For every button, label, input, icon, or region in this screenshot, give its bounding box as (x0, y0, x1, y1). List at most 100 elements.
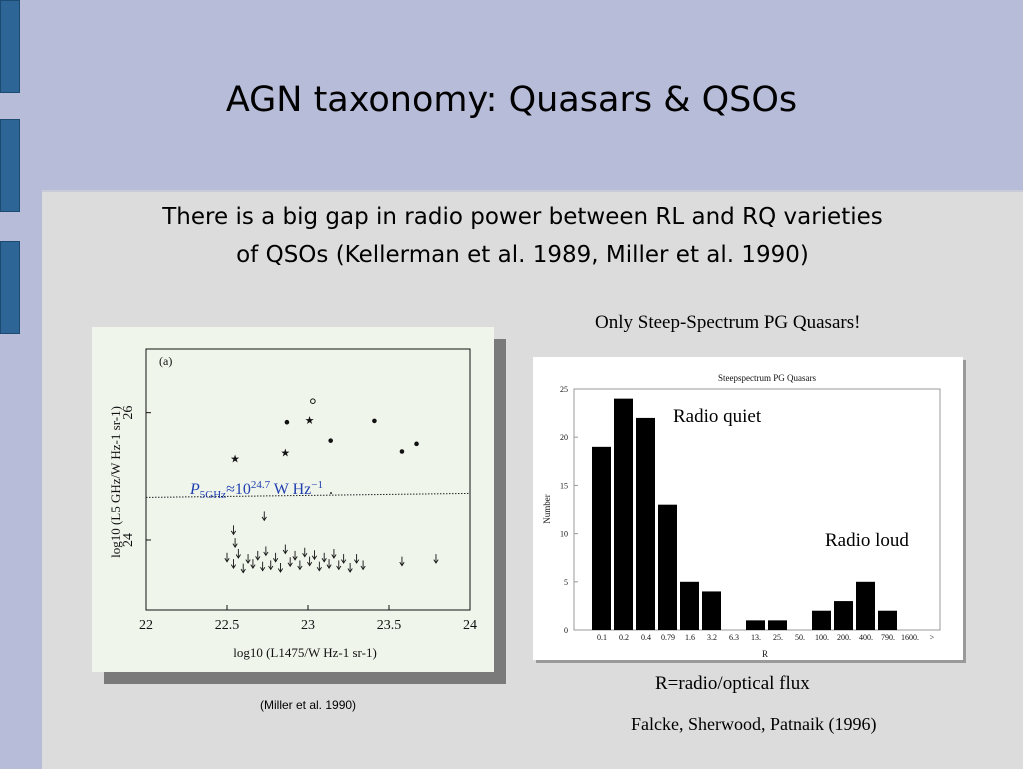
scatter-detection-dot (399, 449, 405, 454)
scatter-detection-star: ★ (280, 447, 290, 459)
histogram-bar (614, 398, 633, 630)
slide-tab-2 (0, 119, 20, 212)
scatter-upper-limit-arrow (354, 554, 360, 564)
slide-tab-3 (0, 241, 20, 334)
scatter-x-axis-label: log10 (L1475/W Hz-1 sr-1) (233, 645, 377, 660)
histogram-x-tick-label: 200. (837, 633, 851, 642)
scatter-upper-limit-arrow (273, 552, 279, 563)
histogram-bar (878, 610, 897, 630)
scatter-upper-limit-arrow (277, 562, 284, 573)
scatter-upper-limit-arrow (347, 562, 353, 573)
histogram-x-tick-label: 50. (795, 633, 805, 642)
scatter-upper-limit-arrow (255, 550, 261, 561)
histogram-x-tick-label: 790. (881, 633, 895, 642)
histogram-bar (680, 581, 699, 630)
threshold-annotation: P5GHz≈1024.7 W Hz−1. (189, 479, 333, 501)
slide-tab-1 (0, 0, 20, 93)
scatter-detection-dot (284, 419, 290, 425)
annotation-exp: 24.7 (251, 479, 271, 491)
histogram-y-tick-label: 20 (560, 433, 568, 442)
scatter-upper-limit-arrow (292, 550, 298, 561)
scatter-chart: (a) 22 22.5 23 23.5 24 24 26 ★ ★ ★ log10 (L1475… (108, 348, 477, 660)
scatter-detection-star: ★ (230, 454, 240, 466)
histogram-x-tick-label: 0.4 (641, 633, 651, 642)
histogram-bar (702, 591, 721, 630)
scatter-upper-limit-arrow (316, 561, 322, 572)
scatter-upper-limit-arrow (302, 547, 308, 558)
scatter-panel: (a) 22 22.5 23 23.5 24 24 26 ★ ★ ★ log10 (L1475… (92, 327, 494, 672)
histogram-x-tick-label: 1.6 (685, 633, 695, 642)
scatter-upper-limit-arrow (287, 557, 293, 568)
scatter-panel-label: (a) (159, 354, 172, 368)
scatter-credit: (Miller et al. 1990) (260, 698, 357, 712)
subtitle-line-2: of QSOs (Kellerman et al. 1989, Miller e… (236, 242, 809, 268)
subtitle-line-1: There is a big gap in radio power betwee… (162, 204, 883, 230)
annotation-unit: W Hz (270, 481, 311, 498)
histogram-y-tick-label: 10 (560, 530, 568, 539)
histogram-bar (658, 504, 677, 630)
histogram-x-ticks: 0.1 0.2 0.4 0.79 1.6 3.2 6.3 13. 25. 50. 100. 200. 4… (597, 633, 935, 642)
scatter-upper-limit-arrow (245, 554, 251, 564)
scatter-upper-limit-arrow (399, 556, 405, 567)
histogram-x-tick-label: 25. (773, 633, 783, 642)
histogram-x-tick-label: 0.79 (661, 633, 675, 642)
scatter-upper-limit-arrow (297, 560, 303, 571)
scatter-upper-limit-arrow (235, 548, 241, 559)
slide-subtitle: There is a big gap in radio power betwee… (60, 198, 985, 274)
histogram-y-tick-label: 5 (564, 578, 568, 587)
histogram-x-tick-label: 100. (815, 633, 829, 642)
scatter-upper-limit-arrow (224, 552, 230, 563)
histogram-credit: Falcke, Sherwood, Patnaik (1996) (631, 714, 877, 734)
scatter-upper-limit-arrow (341, 554, 347, 564)
histogram-y-ticks: 0 5 10 15 20 25 (560, 385, 578, 635)
radio-quiet-label: Radio quiet (673, 406, 762, 427)
scatter-detection-star: ★ (305, 415, 315, 427)
histogram-bar (768, 620, 787, 630)
histogram-y-tick-label: 0 (564, 626, 568, 635)
scatter-points: ★ ★ ★ (224, 398, 439, 574)
histogram-bar (592, 446, 611, 630)
histogram-bar (636, 417, 655, 630)
scatter-upper-limit-arrow (360, 560, 366, 571)
scatter-upper-limit-arrow (321, 552, 327, 563)
histogram-bars (592, 398, 897, 630)
annotation-p: P (189, 481, 200, 498)
histogram-x-tick-label: 6.3 (729, 633, 739, 642)
scatter-upper-limit-arrow (282, 544, 288, 555)
annotation-sub: 5GHz (200, 489, 226, 501)
histogram-y-tick-label: 25 (560, 385, 568, 394)
histogram-x-tick-label: 3.2 (707, 633, 717, 642)
scatter-upper-limit-arrow (261, 511, 267, 522)
histogram-x-tick-label: 400. (859, 633, 873, 642)
histogram-panel: Steepspectrum PG Quasars 0 5 10 15 20 25 0.1 0… (533, 357, 963, 660)
scatter-x-tick-label: 22.5 (215, 618, 240, 633)
scatter-x-tick-label: 23.5 (377, 618, 402, 633)
scatter-x-tick-label: 22 (139, 618, 153, 633)
histogram-bar (856, 581, 875, 630)
scatter-upper-limit-arrow (230, 559, 237, 570)
scatter-y-tick-label: 24 (121, 533, 136, 547)
histogram-x-tick-label: > (930, 633, 935, 642)
scatter-y-tick-label: 26 (121, 406, 136, 420)
annotation-dot: . (329, 481, 333, 498)
histogram-x-tick-label: 1600. (901, 633, 919, 642)
annotation-approx: ≈10 (226, 481, 251, 498)
histogram-x-tick-label: 0.2 (619, 633, 629, 642)
scatter-detection-open-circle (310, 398, 316, 404)
scatter-upper-limit-arrow (250, 559, 256, 570)
scatter-upper-limit-arrow (433, 554, 439, 564)
histogram-bar (834, 601, 853, 630)
histogram-top-caption: Only Steep-Spectrum PG Quasars! (595, 312, 861, 333)
histogram-x-axis-label: R (762, 649, 768, 659)
scatter-detection-dot (414, 441, 419, 447)
scatter-upper-limit-arrow (307, 556, 313, 567)
scatter-upper-limit-arrow (331, 548, 337, 559)
scatter-detection-dot (328, 438, 333, 443)
scatter-plot-frame (145, 348, 471, 611)
histogram-y-tick-label: 15 (560, 481, 568, 490)
histogram-y-axis-label: Number (542, 494, 552, 524)
scatter-detection-dot (372, 418, 377, 424)
scatter-x-ticks: 22 22.5 23 23.5 24 (139, 605, 477, 633)
scatter-upper-limit-arrow (260, 561, 266, 572)
